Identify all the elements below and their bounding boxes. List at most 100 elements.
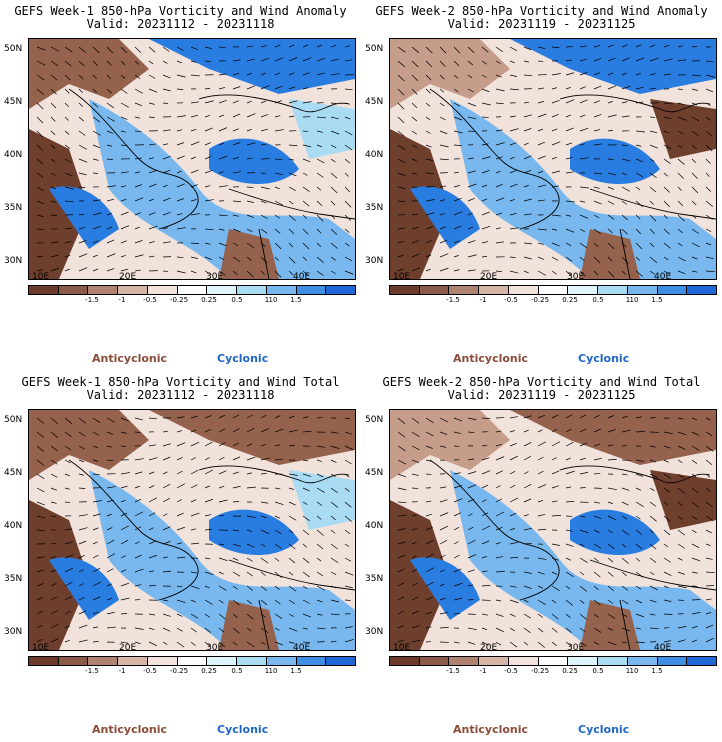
wind-vector [453,197,462,202]
wind-vector [134,471,143,475]
wind-vector [537,627,544,633]
longitude-label: 10E [393,643,411,653]
wind-vector [274,72,280,76]
wind-vector [495,197,505,202]
wind-vector [330,214,336,220]
wind-vector [523,514,529,517]
wind-vector [36,46,46,51]
wind-vector [218,641,226,648]
wind-vector [439,583,445,587]
colorbar-tick: -0.25 [169,296,189,304]
wind-vector [607,571,614,577]
wind-vector [411,88,418,95]
wind-vector [411,417,420,424]
wind-vector [120,485,128,489]
wind-vector [579,86,586,90]
wind-vector [411,528,417,531]
wind-vector [397,417,406,424]
wind-vector [509,156,515,160]
wind-vector [204,599,213,605]
wind-vector [397,227,405,230]
wind-vector [344,459,352,465]
wind-vector [148,613,156,616]
wind-vector [260,444,266,447]
wind-vector [397,473,407,478]
wind-vector [106,417,115,423]
wind-vector [246,427,255,433]
wind-vector [649,172,657,178]
wind-vector [523,169,532,174]
wind-vector [565,500,575,503]
wind-vector [120,417,129,422]
wind-vector [537,87,545,90]
longitude-label: 30E [206,643,224,653]
wind-vector [439,267,449,272]
wind-vector [302,158,311,163]
wind-vector [64,116,69,121]
wind-vector [176,88,184,91]
wind-vector [232,200,242,203]
wind-vector [621,57,631,62]
wind-vector [551,256,559,261]
wind-vector [397,554,406,559]
wind-vector [50,254,59,258]
wind-vector [621,473,628,476]
wind-vector [162,212,171,216]
wind-vector [232,256,241,263]
wind-vector [579,58,587,62]
wind-vector [344,445,354,451]
wind-vector [134,184,143,188]
colorbar-tick: -1.5 [446,296,460,304]
wind-vector [148,641,158,646]
wind-vector [607,415,614,419]
wind-vector [677,431,687,436]
wind-vector [344,270,354,275]
wind-vector [176,213,183,216]
wind-vector [565,142,573,146]
vorticity-region [450,99,716,279]
wind-vector [92,74,97,80]
wind-vector [607,129,614,132]
wind-vector [705,624,714,629]
wind-vector [411,639,421,643]
wind-vector [411,541,417,545]
wind-vector [218,442,226,447]
wind-vector [162,497,171,503]
wind-vector [162,641,168,645]
wind-vector [509,270,519,274]
wind-vector [411,74,419,82]
wind-vector [705,200,714,207]
wind-vector [190,627,197,633]
vorticity-region [149,410,355,465]
wind-vector [218,557,228,562]
wind-vector [120,613,128,615]
wind-vector [134,554,142,559]
wind-vector [64,227,73,230]
wind-vector [92,445,99,449]
wind-vector [537,184,547,188]
wind-vector [344,256,353,262]
wind-vector [120,525,130,531]
wind-vector [593,515,602,519]
wind-vector [134,417,144,421]
wind-vector [302,585,308,590]
colorbar-tick: -1.5 [85,667,99,675]
wind-vector [260,114,269,118]
wind-vector [607,72,614,76]
wind-vector [397,74,405,82]
wind-vector [218,485,225,489]
longitude-label: 40E [654,272,672,282]
wind-vector [705,585,715,587]
wind-vector [120,171,129,174]
colorbar-bin [88,286,119,294]
wind-vector [635,529,642,535]
wind-vector [64,88,70,94]
wind-vector [36,445,45,452]
colorbar-bin [479,657,509,665]
wind-vector [691,186,699,194]
vorticity-region [49,186,119,249]
colorbar-tick: 1.5 [651,296,663,304]
wind-vector [705,637,715,643]
wind-vector [467,254,477,258]
wind-vector [495,227,502,230]
